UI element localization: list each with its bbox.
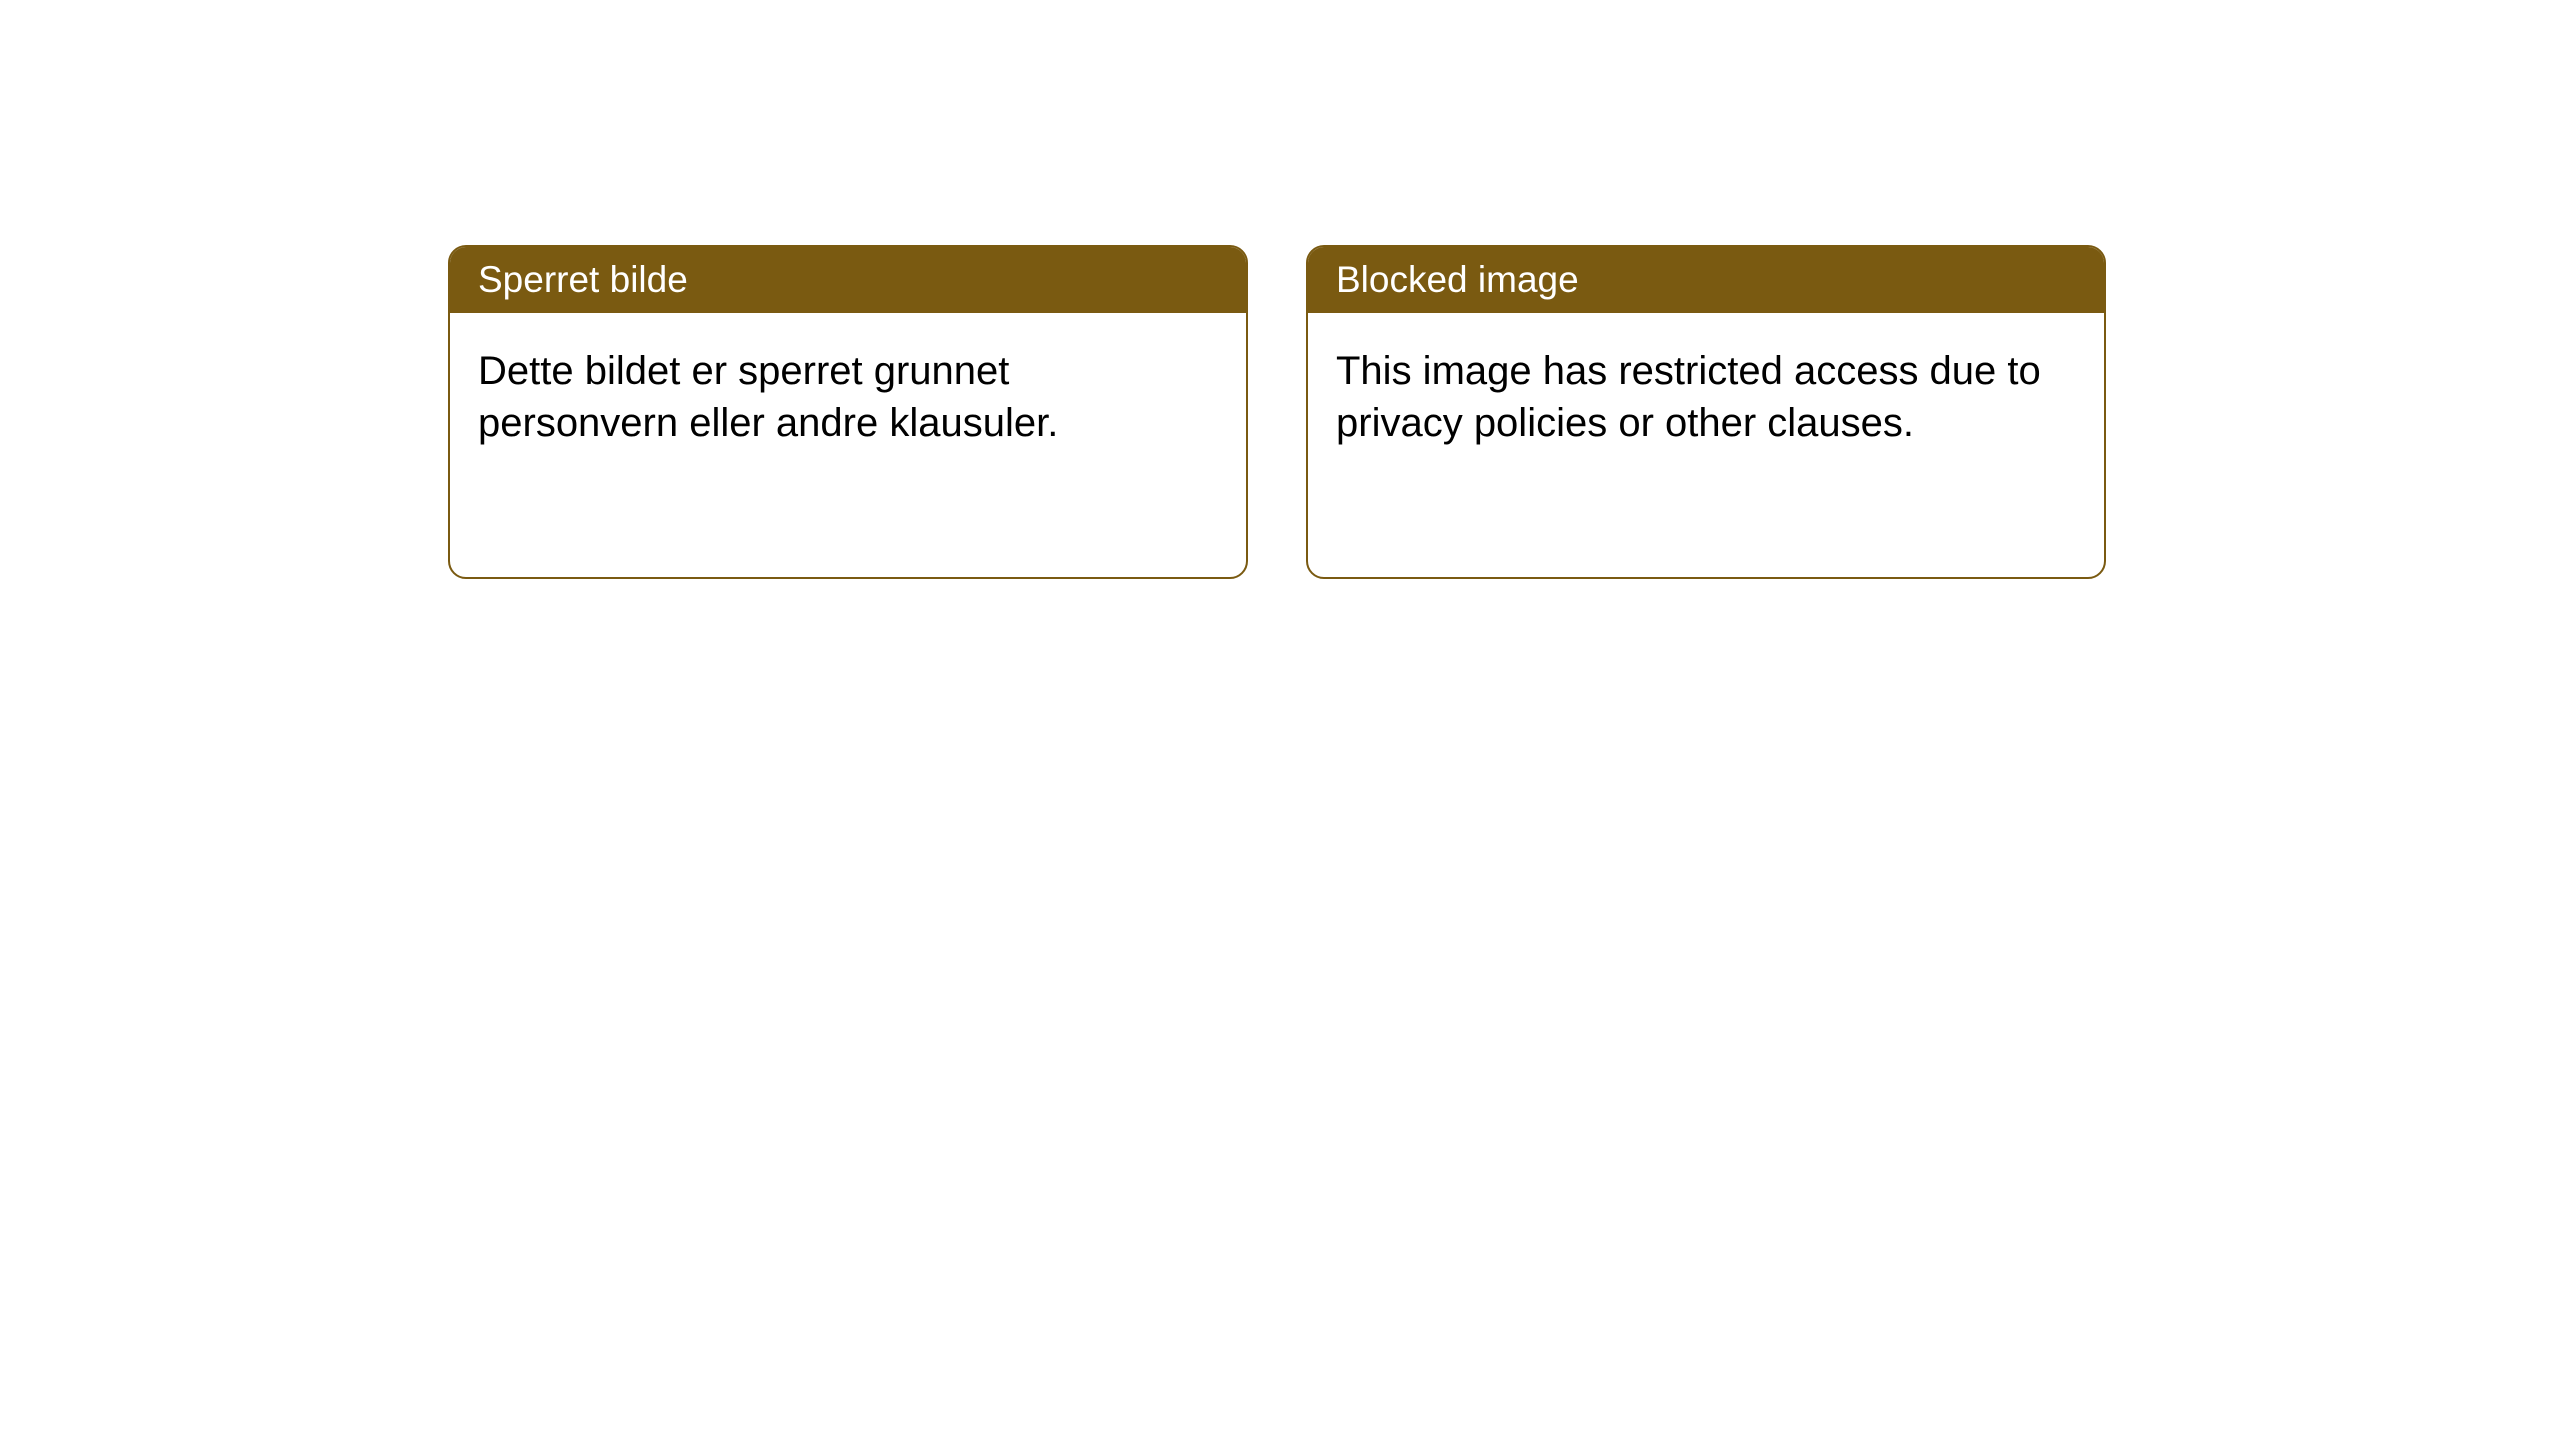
card-header: Blocked image bbox=[1308, 247, 2104, 313]
card-body-text: This image has restricted access due to … bbox=[1336, 349, 2041, 445]
blocked-image-card-no: Sperret bilde Dette bildet er sperret gr… bbox=[448, 245, 1248, 579]
blocked-image-card-en: Blocked image This image has restricted … bbox=[1306, 245, 2106, 579]
card-title: Blocked image bbox=[1336, 259, 1579, 300]
card-header: Sperret bilde bbox=[450, 247, 1246, 313]
card-body: This image has restricted access due to … bbox=[1308, 313, 2104, 481]
cards-container: Sperret bilde Dette bildet er sperret gr… bbox=[448, 245, 2106, 579]
card-body-text: Dette bildet er sperret grunnet personve… bbox=[478, 349, 1058, 445]
card-title: Sperret bilde bbox=[478, 259, 688, 300]
card-body: Dette bildet er sperret grunnet personve… bbox=[450, 313, 1246, 481]
